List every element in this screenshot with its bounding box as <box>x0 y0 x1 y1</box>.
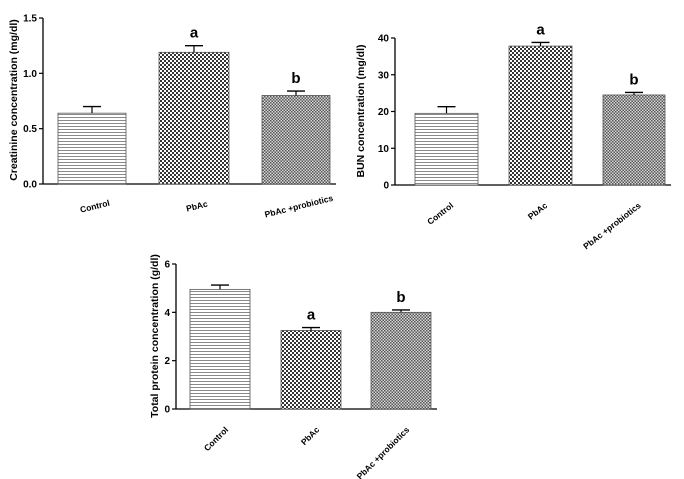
y-axis-label: BUN concentration (mg/dl) <box>355 45 367 178</box>
y-tick-label: 0.5 <box>23 124 37 135</box>
significance-label: a <box>536 21 545 38</box>
significance-label: b <box>291 70 300 87</box>
category-label: PbAc +probiotics <box>264 193 335 220</box>
category-label: PbAc +probiotics <box>355 424 412 479</box>
y-tick-label: 6 <box>164 260 170 271</box>
chart-bun: BUN concentration (mg/dl) 0 10 20 30 40 Contr… <box>355 21 671 251</box>
bar <box>158 51 230 185</box>
y-axis-label: Creatinine concentration (mg/dl) <box>8 19 20 181</box>
y-tick-label: 4 <box>164 308 170 319</box>
y-tick-label: 10 <box>378 144 390 155</box>
y-tick-label: 1.5 <box>23 14 37 25</box>
bar <box>602 94 666 186</box>
bar <box>57 112 127 185</box>
category-label: Control <box>202 425 230 453</box>
chart-total-protein: Total protein concentration (g/dl) 0 2 4 6 C… <box>149 254 437 479</box>
chart-creatinine: Creatinine concentration (mg/dl) 0.0 0.5 1… <box>8 14 336 220</box>
plot-area: 0 10 20 30 40 Control a PbAc b PbAc +probiotics <box>378 21 671 251</box>
y-tick-label: 2 <box>164 356 170 367</box>
y-tick-label: 1.0 <box>23 69 37 80</box>
category-label: Control <box>79 198 111 215</box>
bar <box>261 95 331 185</box>
bar <box>508 45 573 186</box>
plot-area: 0 2 4 6 Control a PbAc b PbAc +probiotics <box>164 260 437 479</box>
significance-label: a <box>307 307 316 324</box>
significance-label: a <box>190 25 199 42</box>
category-label: PbAc <box>299 424 322 447</box>
bar <box>189 288 251 410</box>
y-tick-label: 30 <box>378 70 390 81</box>
y-tick-label: 0 <box>383 181 389 192</box>
category-label: Control <box>425 200 455 226</box>
category-label: PbAc <box>185 199 209 214</box>
y-tick-label: 0 <box>164 405 170 416</box>
y-tick-label: 40 <box>378 34 390 45</box>
category-label: PbAc <box>526 200 549 221</box>
y-tick-label: 20 <box>378 107 390 118</box>
y-tick-label: 0.0 <box>23 180 37 191</box>
y-axis-label: Total protein concentration (g/dl) <box>149 254 161 418</box>
plot-area: 0.0 0.5 1.0 1.5 Control a PbAc b PbAc +probiotic… <box>23 14 336 220</box>
bar <box>370 311 432 410</box>
significance-label: b <box>629 71 638 88</box>
bar <box>414 112 479 186</box>
category-label: PbAc +probiotics <box>581 200 643 251</box>
bar <box>280 330 342 410</box>
significance-label: b <box>396 289 405 306</box>
